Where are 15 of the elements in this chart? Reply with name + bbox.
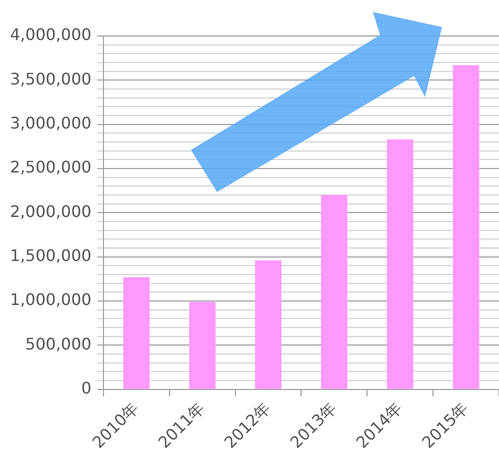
y-tick-label: 3,000,000 (10, 113, 92, 132)
y-tick-label: 500,000 (25, 334, 92, 354)
bar (189, 302, 216, 389)
y-tick-label: 1,500,000 (10, 246, 92, 265)
bar (386, 139, 414, 389)
bar (452, 65, 480, 389)
y-tick-label: 2,500,000 (10, 158, 92, 177)
y-tick-label: 3,500,000 (10, 69, 92, 88)
y-tick-label: 2,000,000 (10, 202, 92, 221)
bar (255, 260, 282, 389)
bar (123, 277, 150, 389)
y-tick-label: 0 (81, 378, 92, 398)
y-tick-label: 1,000,000 (10, 290, 92, 310)
bar (320, 194, 348, 389)
y-tick-label: 4,000,000 (10, 25, 92, 44)
